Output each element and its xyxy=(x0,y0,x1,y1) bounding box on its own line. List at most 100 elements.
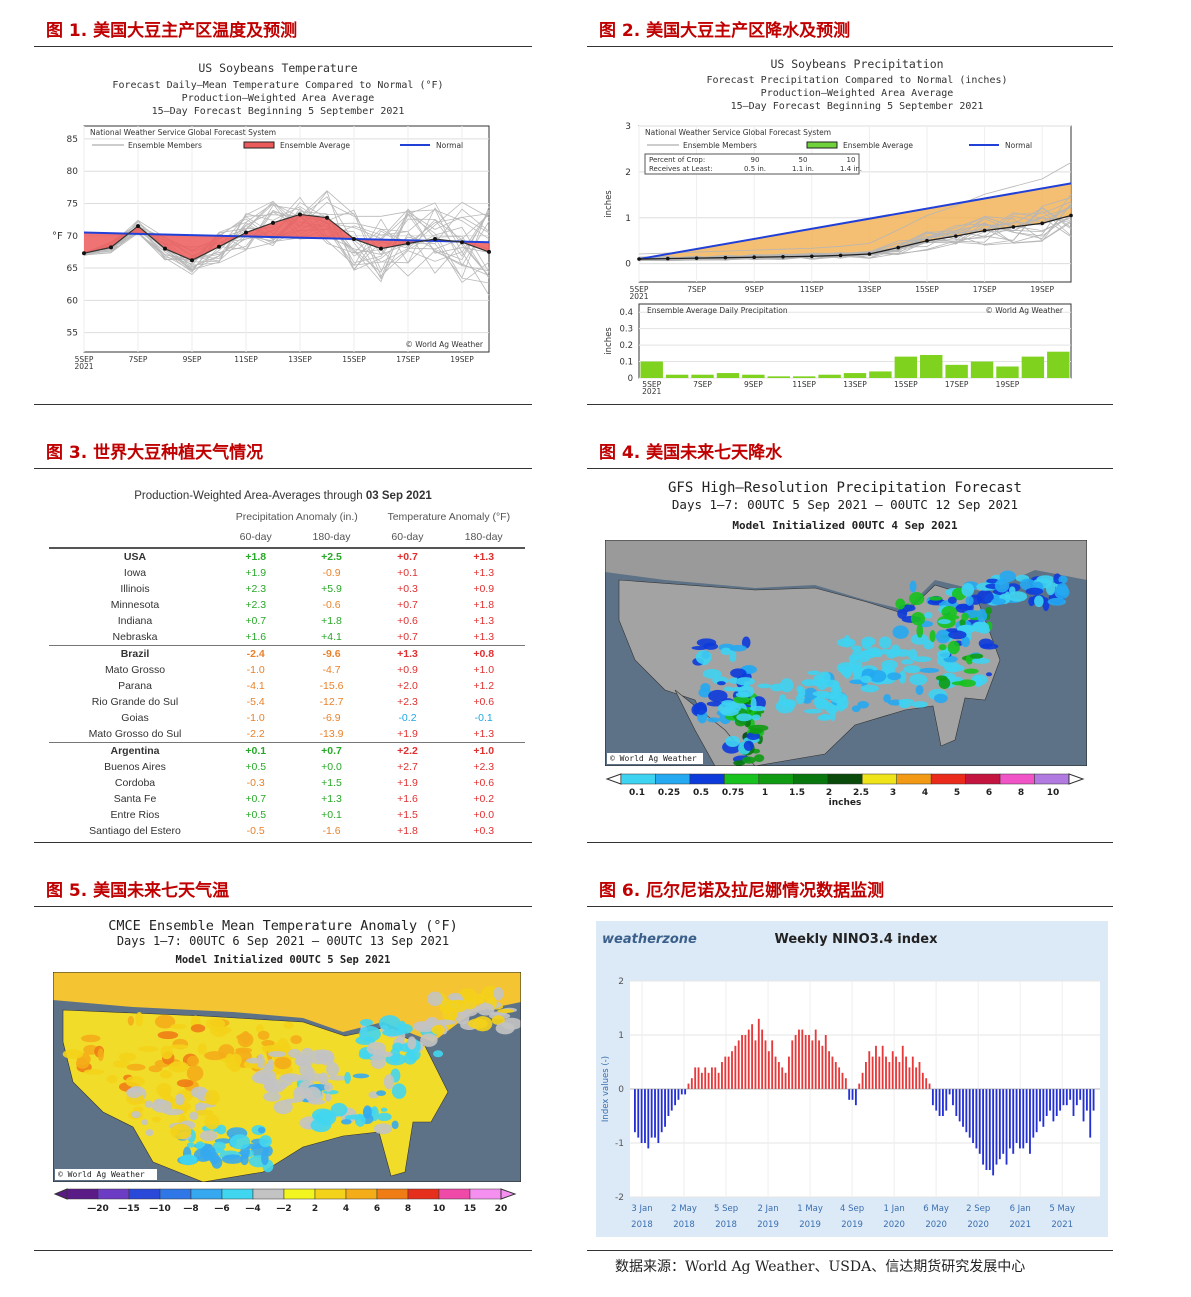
temp-blob xyxy=(283,1021,294,1029)
average-point xyxy=(867,252,872,256)
row-label: USA xyxy=(123,551,147,563)
precip-blob xyxy=(795,693,805,705)
average-point xyxy=(487,249,491,254)
panel-nino: 图 6. 厄尔尼诺及拉尼娜情况数据监测 weatherzone Weekly NI… xyxy=(587,876,1113,1252)
index-bar xyxy=(711,1067,713,1089)
x-tick-label: 2 Sep xyxy=(966,1204,990,1214)
legend-members: Ensemble Members xyxy=(128,141,202,150)
precip-blob xyxy=(978,638,994,649)
temp-blob xyxy=(403,1052,417,1065)
map-credit: © World Ag Weather xyxy=(610,754,697,763)
index-bar xyxy=(1022,1089,1025,1149)
precip-blob xyxy=(861,640,872,650)
x-tick-label: 9SEP xyxy=(183,355,202,364)
index-bar xyxy=(958,1089,961,1122)
temp-blob xyxy=(229,1134,251,1150)
crop-amount: 1.4 in. xyxy=(840,165,862,173)
index-bar xyxy=(908,1067,911,1089)
index-bar xyxy=(824,1035,827,1089)
temp-blob xyxy=(476,1003,495,1016)
average-point xyxy=(896,245,900,250)
average-point xyxy=(244,230,248,235)
index-bar xyxy=(737,1040,740,1089)
map-title: CMCE Ensemble Mean Temperature Anomaly (… xyxy=(108,918,458,934)
y-tick-label: 0.3 xyxy=(619,325,633,335)
row-label: Illinois xyxy=(120,583,150,595)
temp-blob xyxy=(391,1083,407,1099)
table-cell: +1.8 xyxy=(245,551,267,563)
precip-blob xyxy=(919,667,940,674)
table-cell: +0.5 xyxy=(245,761,267,773)
daily-bar xyxy=(945,364,968,378)
legend-average: Ensemble Average xyxy=(843,141,913,150)
y-tick-label: 0 xyxy=(628,374,633,384)
x-tick-label: 5 May xyxy=(1049,1204,1075,1214)
table-row: Mato Grosso do Sul -2.2 -13.9 +1.9 +1.3 xyxy=(49,726,525,743)
table-cell: +2.3 xyxy=(397,696,418,708)
x-tick-year: 2018 xyxy=(715,1220,737,1230)
index-bar xyxy=(1049,1089,1051,1111)
table-cell: +0.7 xyxy=(245,793,267,805)
x-tick-label: 3 Jan xyxy=(631,1204,652,1214)
ensemble-member-line xyxy=(638,162,1072,255)
table-cell: +0.9 xyxy=(397,664,418,676)
x-tick-year: 2018 xyxy=(631,1220,653,1230)
average-point xyxy=(954,234,958,238)
precip-blob xyxy=(985,606,992,615)
panel-title: 图 6. 厄尔尼诺及拉尼娜情况数据监测 xyxy=(599,881,885,901)
anomaly-table-title: Production-Weighted Area-Averages throug… xyxy=(34,490,532,502)
chart-subtitle: Forecast Precipitation Compared to Norma… xyxy=(706,75,1007,86)
temp-blob xyxy=(311,1108,334,1123)
panel-title: 图 3. 世界大豆种植天气情况 xyxy=(46,443,264,463)
precip-blob xyxy=(961,583,975,597)
precip-blob xyxy=(883,693,891,703)
precip-blob xyxy=(743,740,754,751)
average-point xyxy=(325,215,329,220)
average-point xyxy=(781,254,785,259)
scale-label: 1 xyxy=(762,788,768,798)
x-tick-label: 2 Jan xyxy=(757,1204,778,1214)
precip-blob xyxy=(733,695,750,704)
table-cell: +0.3 xyxy=(473,825,495,837)
table-cell: +0.3 xyxy=(397,583,418,595)
precip-blob xyxy=(947,596,957,604)
y-tick-label: 85 xyxy=(67,135,78,145)
average-point xyxy=(723,255,728,260)
precip-blob xyxy=(936,650,951,659)
average-point xyxy=(1069,213,1073,218)
index-bar xyxy=(644,1089,646,1143)
index-bar xyxy=(747,1029,750,1089)
title-divider xyxy=(34,906,532,907)
row-label: Rio Grande do Sul xyxy=(91,696,179,708)
normal-line xyxy=(638,182,1072,261)
table-cell: +1.6 xyxy=(245,631,267,643)
index-bar xyxy=(1005,1089,1008,1165)
scale-label: 6 xyxy=(986,788,992,798)
scale-swatch xyxy=(66,1188,99,1200)
y-tick-label: 65 xyxy=(67,264,78,274)
panel-title: 图 5. 美国未来七天气温 xyxy=(46,881,230,901)
table-cell: +0.7 xyxy=(397,551,418,563)
average-point xyxy=(810,254,814,259)
temp-blob xyxy=(118,1052,137,1062)
table-cell: +1.8 xyxy=(473,599,495,611)
title-divider xyxy=(587,46,1113,47)
index-bar xyxy=(1042,1089,1045,1127)
temp-blob xyxy=(135,1011,144,1027)
index-bar xyxy=(891,1051,894,1089)
average-point xyxy=(925,238,929,243)
index-bar xyxy=(952,1089,954,1106)
bottom-divider xyxy=(587,1250,1113,1251)
temp-blob xyxy=(359,1018,374,1027)
precip-blob xyxy=(961,612,969,621)
map-title: GFS High—Resolution Precipitation Foreca… xyxy=(667,480,1022,496)
precip-blob xyxy=(857,701,869,709)
index-bar xyxy=(767,1051,770,1089)
scale-label: 0.5 xyxy=(693,788,709,798)
table-cell: +2.3 xyxy=(473,761,495,773)
index-bar xyxy=(721,1062,723,1089)
temp-blob xyxy=(310,1118,332,1133)
temp-blob xyxy=(448,992,463,1001)
crop-table-box xyxy=(644,153,860,175)
index-bar xyxy=(962,1089,964,1127)
